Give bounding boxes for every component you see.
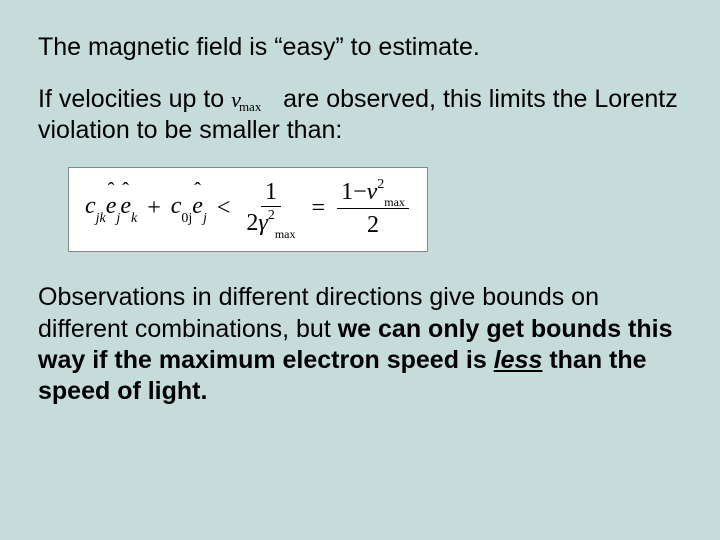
paragraph-intro: The magnetic field is “easy” to estimate… [38, 32, 682, 62]
paragraph-condition: If velocities up to vmax are observed, t… [38, 84, 682, 147]
term-c0j-ej: c0jej [171, 193, 207, 224]
frac-one-over-2gamma2: 1 2γ2max [242, 178, 299, 240]
term-cjk-ejek: cjkejek [85, 193, 137, 224]
vmax-symbol: vmax [231, 86, 276, 114]
equals-op: = [312, 195, 326, 222]
lorentz-inequality: cjkejek + c0jej < 1 2γ2max = 1−v2max 2 [85, 178, 411, 240]
plus-op: + [147, 195, 161, 222]
para2-pre: If velocities up to [38, 85, 224, 113]
formula-box: cjkejek + c0jej < 1 2γ2max = 1−v2max 2 [68, 167, 428, 253]
paragraph-conclusion: Observations in different directions giv… [38, 282, 682, 407]
less-than-op: < [217, 195, 231, 222]
para3-less-emph: less [494, 346, 543, 374]
frac-1-minus-v2-over-2: 1−v2max 2 [337, 178, 409, 240]
